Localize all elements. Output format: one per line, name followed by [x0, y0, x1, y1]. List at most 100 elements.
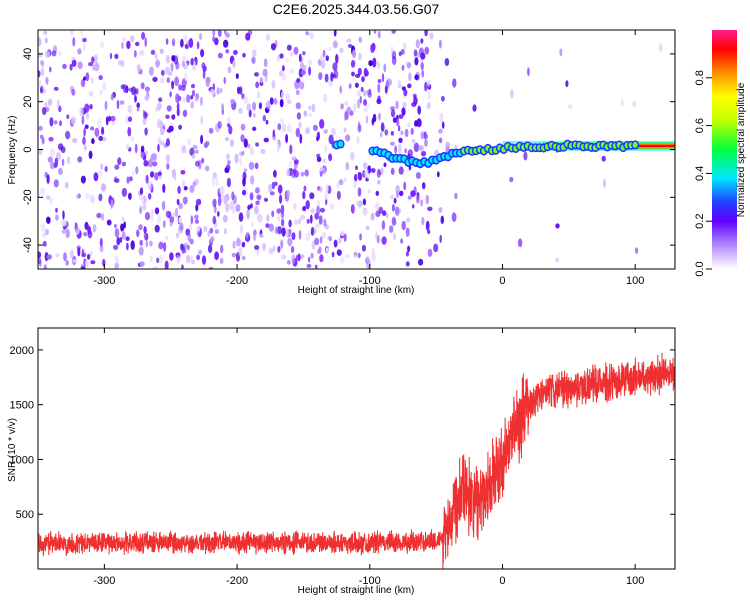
- spectrogram-cell: [66, 156, 71, 165]
- spectrogram-cell: [178, 84, 183, 91]
- spectrogram-cell: [299, 61, 305, 70]
- snr-series-line: [38, 353, 675, 569]
- spectrogram-cell: [94, 127, 100, 137]
- y-tick-label: 20: [22, 96, 34, 108]
- spectrogram-cell: [145, 174, 149, 184]
- spectrogram-cell: [149, 255, 154, 263]
- spectrogram-cell: [273, 169, 277, 178]
- spectrogram-cell: [101, 126, 105, 135]
- spectrogram-cell: [243, 138, 248, 148]
- spectrogram-cell: [157, 143, 160, 153]
- spectrogram-cell: [100, 163, 104, 171]
- spectrogram-cell: [116, 99, 120, 110]
- spectrogram-cell: [182, 34, 188, 43]
- y-tick-label: 40: [22, 48, 34, 60]
- spectrogram-cell: [299, 133, 303, 144]
- spectrogram-cell: [289, 68, 295, 74]
- spectrogram-cell: [331, 127, 336, 137]
- spectrogram-cell: [281, 254, 287, 260]
- spectrogram-cell: [196, 227, 201, 232]
- spectrogram-cell: [104, 166, 108, 172]
- spectrogram-cell: [176, 108, 180, 117]
- snr-panel: -300 -200 -100 0 100 500 1000 1500 2000 Height …: [7, 327, 676, 596]
- spectrogram-cell: [391, 30, 396, 34]
- spectrogram-cell: [38, 37, 42, 47]
- spectrogram-cell: [176, 198, 180, 206]
- spectrogram-cell: [44, 251, 49, 262]
- spectrogram-cell: [69, 63, 73, 71]
- spectrogram-cell: [237, 86, 241, 95]
- spectrogram-cell: [152, 161, 158, 167]
- spectrogram-cell: [333, 30, 337, 37]
- spectrogram-cell: [97, 118, 102, 128]
- spectrogram-cell: [250, 175, 255, 185]
- spectrogram-cell: [445, 141, 450, 149]
- spectrogram-cell: [308, 112, 312, 117]
- spectrogram-cell: [397, 79, 401, 85]
- spectrogram-cell: [364, 168, 369, 178]
- spectrogram-cell: [393, 197, 397, 204]
- spectrogram-cell: [523, 151, 528, 161]
- spectrogram-cell: [216, 87, 220, 95]
- colorbar-ticks: 0.0 0.2 0.4 0.6 0.8: [694, 70, 712, 277]
- spectrogram-cell: [81, 115, 85, 125]
- spectrogram-cell: [240, 123, 246, 131]
- spectrogram-cell: [110, 93, 115, 101]
- spectrogram-cell: [311, 103, 316, 113]
- spectrogram-cell: [329, 203, 335, 210]
- spectrogram-cell: [160, 69, 165, 76]
- spectrogram-cell: [151, 209, 154, 216]
- spectrogram-cell: [190, 101, 194, 109]
- spectrogram-cell: [208, 266, 214, 269]
- spectrogram-cell: [255, 200, 260, 205]
- spectrogram-cell: [331, 251, 335, 258]
- spectrogram-cell: [119, 100, 125, 105]
- spectrogram-cell: [258, 214, 262, 224]
- spectrogram-cell: [303, 110, 308, 117]
- spectrogram-cell: [144, 95, 149, 101]
- spectrogram-cell: [375, 231, 378, 240]
- spectrogram-cell: [340, 230, 345, 237]
- spectrogram-cell: [192, 181, 197, 187]
- spectrogram-cell: [169, 252, 174, 261]
- spectrogram-cell: [154, 53, 158, 60]
- spectrogram-cell: [174, 207, 179, 218]
- spectrogram-cell: [121, 231, 126, 240]
- spectrogram-cell: [280, 239, 284, 249]
- spectrogram-cell: [148, 158, 153, 166]
- spectrogram-cell: [71, 116, 77, 125]
- spectrogram-cell: [390, 130, 394, 136]
- spectrogram-cell: [293, 46, 299, 55]
- spectrogram-cell: [190, 95, 194, 100]
- spectrogram-cell: [258, 102, 262, 110]
- spectrogram-cell: [121, 42, 124, 49]
- spectrogram-cell: [181, 145, 187, 154]
- signal-blob-core: [338, 141, 344, 147]
- spectrogram-cell: [421, 216, 425, 226]
- spectrogram-cell: [510, 89, 514, 99]
- spectrogram-cell: [407, 83, 412, 89]
- spectrogram-cell: [285, 57, 290, 63]
- spectrogram-cell: [223, 228, 227, 235]
- spectrogram-cell: [295, 127, 300, 138]
- spectrogram-cell: [315, 222, 321, 229]
- spectrogram-cell: [89, 250, 93, 257]
- spectrogram-cell: [177, 185, 181, 194]
- spectrogram-cell: [289, 144, 293, 155]
- spectrogram-cell: [170, 62, 174, 72]
- spectrogram-cell: [280, 117, 284, 125]
- spectrogram-cell: [225, 49, 229, 54]
- spectrogram-cell: [166, 163, 170, 170]
- spectrogram-cell: [156, 257, 160, 264]
- spectrogram-cell: [114, 53, 119, 60]
- spectrogram-cell: [279, 98, 284, 108]
- colorbar: 0.0 0.2 0.4 0.6 0.8 Normalized spectral ampl…: [694, 30, 747, 277]
- spectrogram-cell: [380, 167, 384, 175]
- spectrogram-cell: [171, 81, 175, 90]
- spectrogram-cell: [323, 93, 328, 103]
- spectrogram-cell: [165, 54, 170, 64]
- spectrogram-cell: [250, 203, 253, 209]
- spectrogram-cell: [58, 50, 63, 57]
- spectrogram-cell: [357, 67, 362, 76]
- spectrogram-cell: [141, 196, 145, 205]
